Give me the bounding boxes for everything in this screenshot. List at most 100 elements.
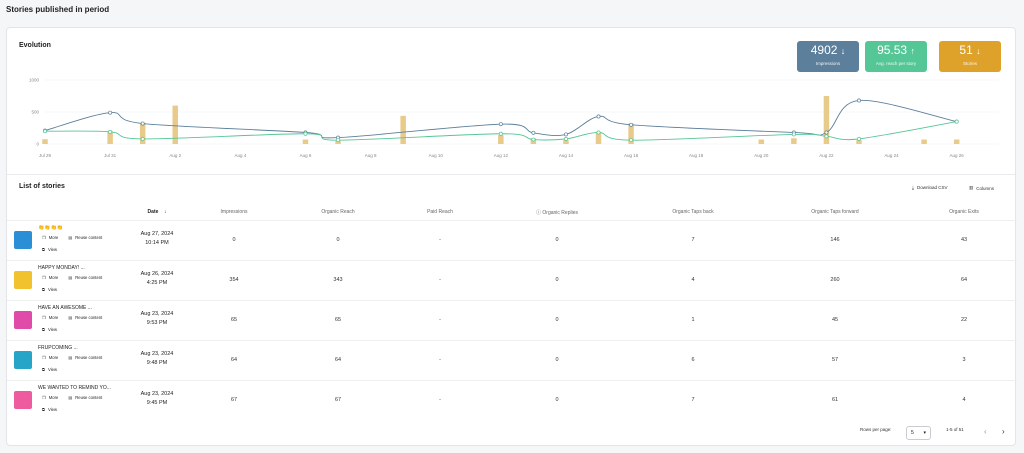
chart-bar [953,139,960,144]
cell-exits: 3 [962,357,966,363]
header-organic-replies-label: Organic Replies [542,210,578,216]
kpi-impressions[interactable]: 4902 ↓ Impressions [797,41,859,72]
cell-paid-reach: - [439,237,441,243]
more-button[interactable]: ❐ More [42,355,58,360]
cell-impressions: 65 [230,317,238,323]
view-button[interactable]: ⧉ View [42,407,57,412]
more-label: More [48,395,59,400]
stories-card: Evolution 4902 ↓ Impressions 95.53 ↑ Avg… [6,27,1017,446]
view-button[interactable]: ⧉ View [42,287,57,292]
reuse-icon: ▤ [68,355,73,360]
more-label: More [48,275,59,280]
reuse-label: Reuse content [75,315,103,320]
header-exits[interactable]: Organic Exits [949,209,979,215]
reuse-content-button[interactable]: ▤ Reuse content [68,275,102,280]
more-button[interactable]: ❐ More [42,395,58,400]
x-tick-label: Aug 6 [300,153,312,158]
series-point-1 [43,129,47,134]
chart-bar [498,135,504,144]
series-line-0 [44,100,957,139]
header-paid-reach[interactable]: Paid Reach [427,209,453,215]
columns-icon: ▥ [969,185,974,190]
kpi-avg-reach-label: Avg. reach per story [875,61,917,66]
series-point-1 [857,136,861,141]
story-thumbnail[interactable] [14,351,32,369]
next-page-button[interactable]: › [1002,427,1005,436]
x-tick-label: Aug 14 [559,153,574,158]
chart-bar [400,115,406,144]
columns-button[interactable]: ▥ Columns [969,185,994,191]
sort-arrow-icon[interactable]: ↓ [163,209,167,215]
download-csv-button[interactable]: ⤓ Download CSV [912,185,948,190]
story-date-day: Aug 27, 2024 [140,231,174,237]
reuse-content-button[interactable]: ▤ Reuse content [68,395,102,400]
story-date-time: 10:14 PM [145,240,169,246]
prev-page-button[interactable]: ‹ [984,427,987,436]
x-tick-label: Aug 2 [169,153,181,158]
arrow-down-icon: ↓ [840,46,846,56]
series-line-1 [44,121,957,141]
x-tick-label: Aug 24 [884,153,899,158]
header-date[interactable]: Date ↓ [148,209,167,215]
rows-per-page-select[interactable]: 5 ▾ [906,426,931,440]
table-row: WE WANTED TO REMIND YO... ❐ More ▤ Reuse con… [7,380,1017,420]
series-point-1 [336,138,340,143]
cell-organic-replies: 0 [555,277,559,283]
kpi-stories[interactable]: 51 ↓ Stories [939,41,1001,72]
more-button[interactable]: ❐ More [42,315,58,320]
chart-bar [791,138,797,144]
page-title: Stories published in period [6,5,110,14]
series-point-0 [629,122,634,127]
series-point-0 [596,114,601,119]
evolution-chart: 1000 500 0 Jul 29 Jul 31 Aug 2 Aug 4 Aug 6 Aug 8… [29,78,999,158]
header-taps-forward[interactable]: Organic Taps forward [811,209,859,215]
cell-paid-reach: - [439,317,441,323]
story-thumbnail[interactable] [14,311,32,329]
external-link-icon: ⧉ [42,247,45,252]
chart-bar [758,139,765,144]
reuse-content-button[interactable]: ▤ Reuse content [68,315,102,320]
section-divider [7,174,1015,175]
view-button[interactable]: ⧉ View [42,327,57,332]
kpi-avg-reach[interactable]: 95.53 ↑ Avg. reach per story [865,41,927,72]
story-thumbnail[interactable] [14,391,32,409]
reuse-content-button[interactable]: ▤ Reuse content [68,235,102,240]
y-tick-label: 0 [36,142,39,147]
story-caption: 👏👏👏👏 [38,225,63,231]
cell-organic-reach: 67 [334,397,342,403]
x-tick-label: Aug 18 [689,153,704,158]
series-point-1 [140,136,145,141]
x-tick-label: Aug 10 [429,153,444,158]
reuse-content-button[interactable]: ▤ Reuse content [68,355,102,360]
cell-impressions: 67 [230,397,238,403]
view-label: View [48,327,58,332]
chart-bar [139,122,146,144]
x-tick-label: Aug 22 [819,153,834,158]
chart-bar [921,139,927,144]
story-date-time: 4:25 PM [146,280,168,286]
story-thumbnail[interactable] [14,231,32,249]
reuse-icon: ▤ [68,315,73,320]
header-taps-back[interactable]: Organic Taps back [672,209,714,215]
view-button[interactable]: ⧉ View [42,247,57,252]
more-label: More [48,235,59,240]
header-impressions[interactable]: Impressions [220,209,248,215]
view-button[interactable]: ⧉ View [42,367,57,372]
help-icon[interactable]: ⓘ [536,210,542,216]
download-icon: ⤓ [912,185,914,190]
x-tick-label: Aug 4 [234,153,246,158]
series-point-0 [531,130,536,135]
arrow-up-icon: ↑ [910,46,915,56]
chart-bar [172,105,178,144]
header-organic-reach[interactable]: Organic Reach [321,209,355,215]
series-point-1 [629,138,634,143]
more-button[interactable]: ❐ More [42,275,58,280]
copy-icon: ❐ [42,235,46,240]
header-organic-replies[interactable]: ⓘ Organic Replies [536,209,578,216]
story-thumbnail[interactable] [14,271,32,289]
more-button[interactable]: ❐ More [42,235,58,240]
reuse-icon: ▤ [68,235,73,240]
copy-icon: ❐ [42,395,46,400]
copy-icon: ❐ [42,355,46,360]
table-row: HAPPY MONDAY! ... ❐ More ▤ Reuse content ⧉ Vie… [7,260,1017,300]
